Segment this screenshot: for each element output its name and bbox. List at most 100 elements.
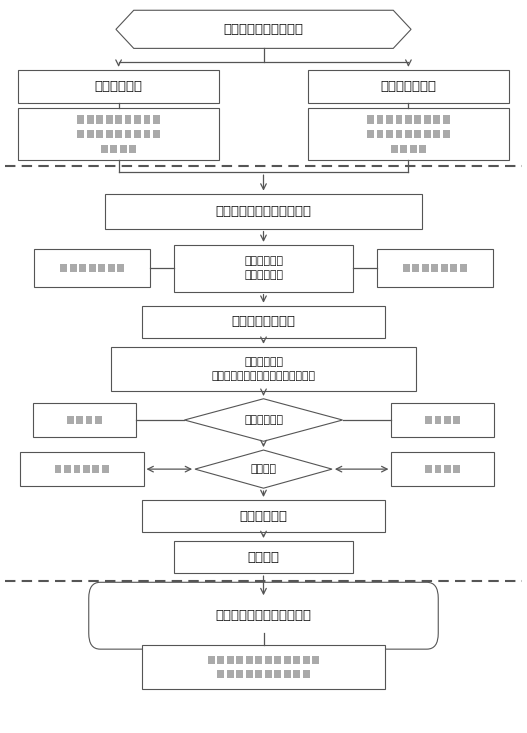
Text: 进入救援: 进入救援 xyxy=(250,464,277,474)
FancyBboxPatch shape xyxy=(405,115,412,123)
FancyBboxPatch shape xyxy=(93,465,99,474)
FancyBboxPatch shape xyxy=(376,115,384,123)
FancyBboxPatch shape xyxy=(142,645,385,689)
FancyBboxPatch shape xyxy=(401,145,407,153)
FancyBboxPatch shape xyxy=(265,670,272,679)
FancyBboxPatch shape xyxy=(142,500,385,532)
FancyBboxPatch shape xyxy=(227,670,234,679)
FancyBboxPatch shape xyxy=(134,115,141,123)
FancyBboxPatch shape xyxy=(105,115,113,123)
FancyBboxPatch shape xyxy=(367,130,374,138)
Polygon shape xyxy=(184,399,343,441)
Text: 事故信息报送
启动应急响应: 事故信息报送 启动应急响应 xyxy=(244,257,283,280)
FancyBboxPatch shape xyxy=(434,416,442,424)
FancyBboxPatch shape xyxy=(142,306,385,338)
FancyBboxPatch shape xyxy=(405,130,412,138)
FancyBboxPatch shape xyxy=(395,115,403,123)
FancyBboxPatch shape xyxy=(424,115,431,123)
FancyBboxPatch shape xyxy=(108,264,115,272)
FancyBboxPatch shape xyxy=(134,130,141,138)
FancyBboxPatch shape xyxy=(115,130,122,138)
Text: 救援行动要素
判断事故类型、持续通风、气体检测: 救援行动要素 判断事故类型、持续通风、气体检测 xyxy=(211,357,316,380)
FancyBboxPatch shape xyxy=(256,670,262,679)
FancyBboxPatch shape xyxy=(441,264,447,272)
Text: 有限空间作业事故后续处置: 有限空间作业事故后续处置 xyxy=(216,609,311,622)
FancyBboxPatch shape xyxy=(376,130,384,138)
FancyBboxPatch shape xyxy=(246,670,253,679)
Text: 设置事故警戒区域: 设置事故警戒区域 xyxy=(231,315,296,328)
Text: 有限空间作业事故安全施救: 有限空间作业事故安全施救 xyxy=(216,205,311,218)
FancyBboxPatch shape xyxy=(274,670,281,679)
FancyBboxPatch shape xyxy=(395,130,403,138)
FancyBboxPatch shape xyxy=(18,108,219,160)
FancyBboxPatch shape xyxy=(312,656,319,664)
FancyBboxPatch shape xyxy=(386,115,393,123)
FancyBboxPatch shape xyxy=(433,115,441,123)
Text: 日常应急准备: 日常应急准备 xyxy=(94,80,143,93)
FancyBboxPatch shape xyxy=(64,465,71,474)
FancyBboxPatch shape xyxy=(265,656,272,664)
Text: 有限空间作业应急准备: 有限空间作业应急准备 xyxy=(223,23,304,36)
FancyBboxPatch shape xyxy=(454,416,461,424)
FancyBboxPatch shape xyxy=(20,452,143,486)
FancyBboxPatch shape xyxy=(120,145,127,153)
FancyBboxPatch shape xyxy=(55,465,61,474)
FancyBboxPatch shape xyxy=(422,264,429,272)
FancyBboxPatch shape xyxy=(143,115,151,123)
FancyBboxPatch shape xyxy=(60,264,67,272)
FancyBboxPatch shape xyxy=(18,70,219,103)
FancyBboxPatch shape xyxy=(284,656,291,664)
FancyBboxPatch shape xyxy=(450,264,457,272)
FancyBboxPatch shape xyxy=(294,656,300,664)
FancyBboxPatch shape xyxy=(102,465,109,474)
FancyBboxPatch shape xyxy=(101,145,108,153)
FancyBboxPatch shape xyxy=(86,130,94,138)
FancyBboxPatch shape xyxy=(130,145,136,153)
FancyBboxPatch shape xyxy=(386,130,393,138)
FancyBboxPatch shape xyxy=(284,670,291,679)
FancyBboxPatch shape xyxy=(95,416,102,424)
FancyBboxPatch shape xyxy=(412,264,419,272)
FancyBboxPatch shape xyxy=(217,670,225,679)
FancyBboxPatch shape xyxy=(246,656,253,664)
FancyBboxPatch shape xyxy=(125,130,132,138)
FancyBboxPatch shape xyxy=(79,264,86,272)
FancyBboxPatch shape xyxy=(444,465,451,474)
FancyBboxPatch shape xyxy=(77,130,84,138)
FancyBboxPatch shape xyxy=(236,656,243,664)
FancyBboxPatch shape xyxy=(125,115,132,123)
Text: 医疗救护: 医疗救护 xyxy=(248,550,279,564)
FancyBboxPatch shape xyxy=(454,465,461,474)
Polygon shape xyxy=(195,450,332,488)
FancyBboxPatch shape xyxy=(391,452,494,486)
FancyBboxPatch shape xyxy=(391,403,494,437)
FancyBboxPatch shape xyxy=(85,416,93,424)
FancyBboxPatch shape xyxy=(414,130,422,138)
FancyBboxPatch shape xyxy=(403,264,410,272)
FancyBboxPatch shape xyxy=(96,130,103,138)
FancyBboxPatch shape xyxy=(377,249,493,287)
FancyBboxPatch shape xyxy=(96,115,103,123)
FancyBboxPatch shape xyxy=(425,416,432,424)
FancyBboxPatch shape xyxy=(414,115,422,123)
FancyBboxPatch shape xyxy=(76,416,83,424)
FancyBboxPatch shape xyxy=(227,656,234,664)
FancyBboxPatch shape xyxy=(218,656,225,664)
FancyBboxPatch shape xyxy=(174,245,353,292)
FancyBboxPatch shape xyxy=(98,264,105,272)
FancyBboxPatch shape xyxy=(86,115,94,123)
FancyBboxPatch shape xyxy=(443,115,450,123)
FancyBboxPatch shape xyxy=(308,108,509,160)
FancyBboxPatch shape xyxy=(274,656,281,664)
Text: 确定救援方式: 确定救援方式 xyxy=(244,415,283,425)
FancyBboxPatch shape xyxy=(425,465,432,474)
FancyBboxPatch shape xyxy=(419,145,426,153)
FancyBboxPatch shape xyxy=(105,130,113,138)
FancyBboxPatch shape xyxy=(434,465,442,474)
FancyBboxPatch shape xyxy=(443,130,450,138)
FancyBboxPatch shape xyxy=(153,130,160,138)
FancyBboxPatch shape xyxy=(308,70,509,103)
Text: 作业前应急准备: 作业前应急准备 xyxy=(380,80,436,93)
FancyBboxPatch shape xyxy=(77,115,84,123)
FancyBboxPatch shape xyxy=(143,130,151,138)
